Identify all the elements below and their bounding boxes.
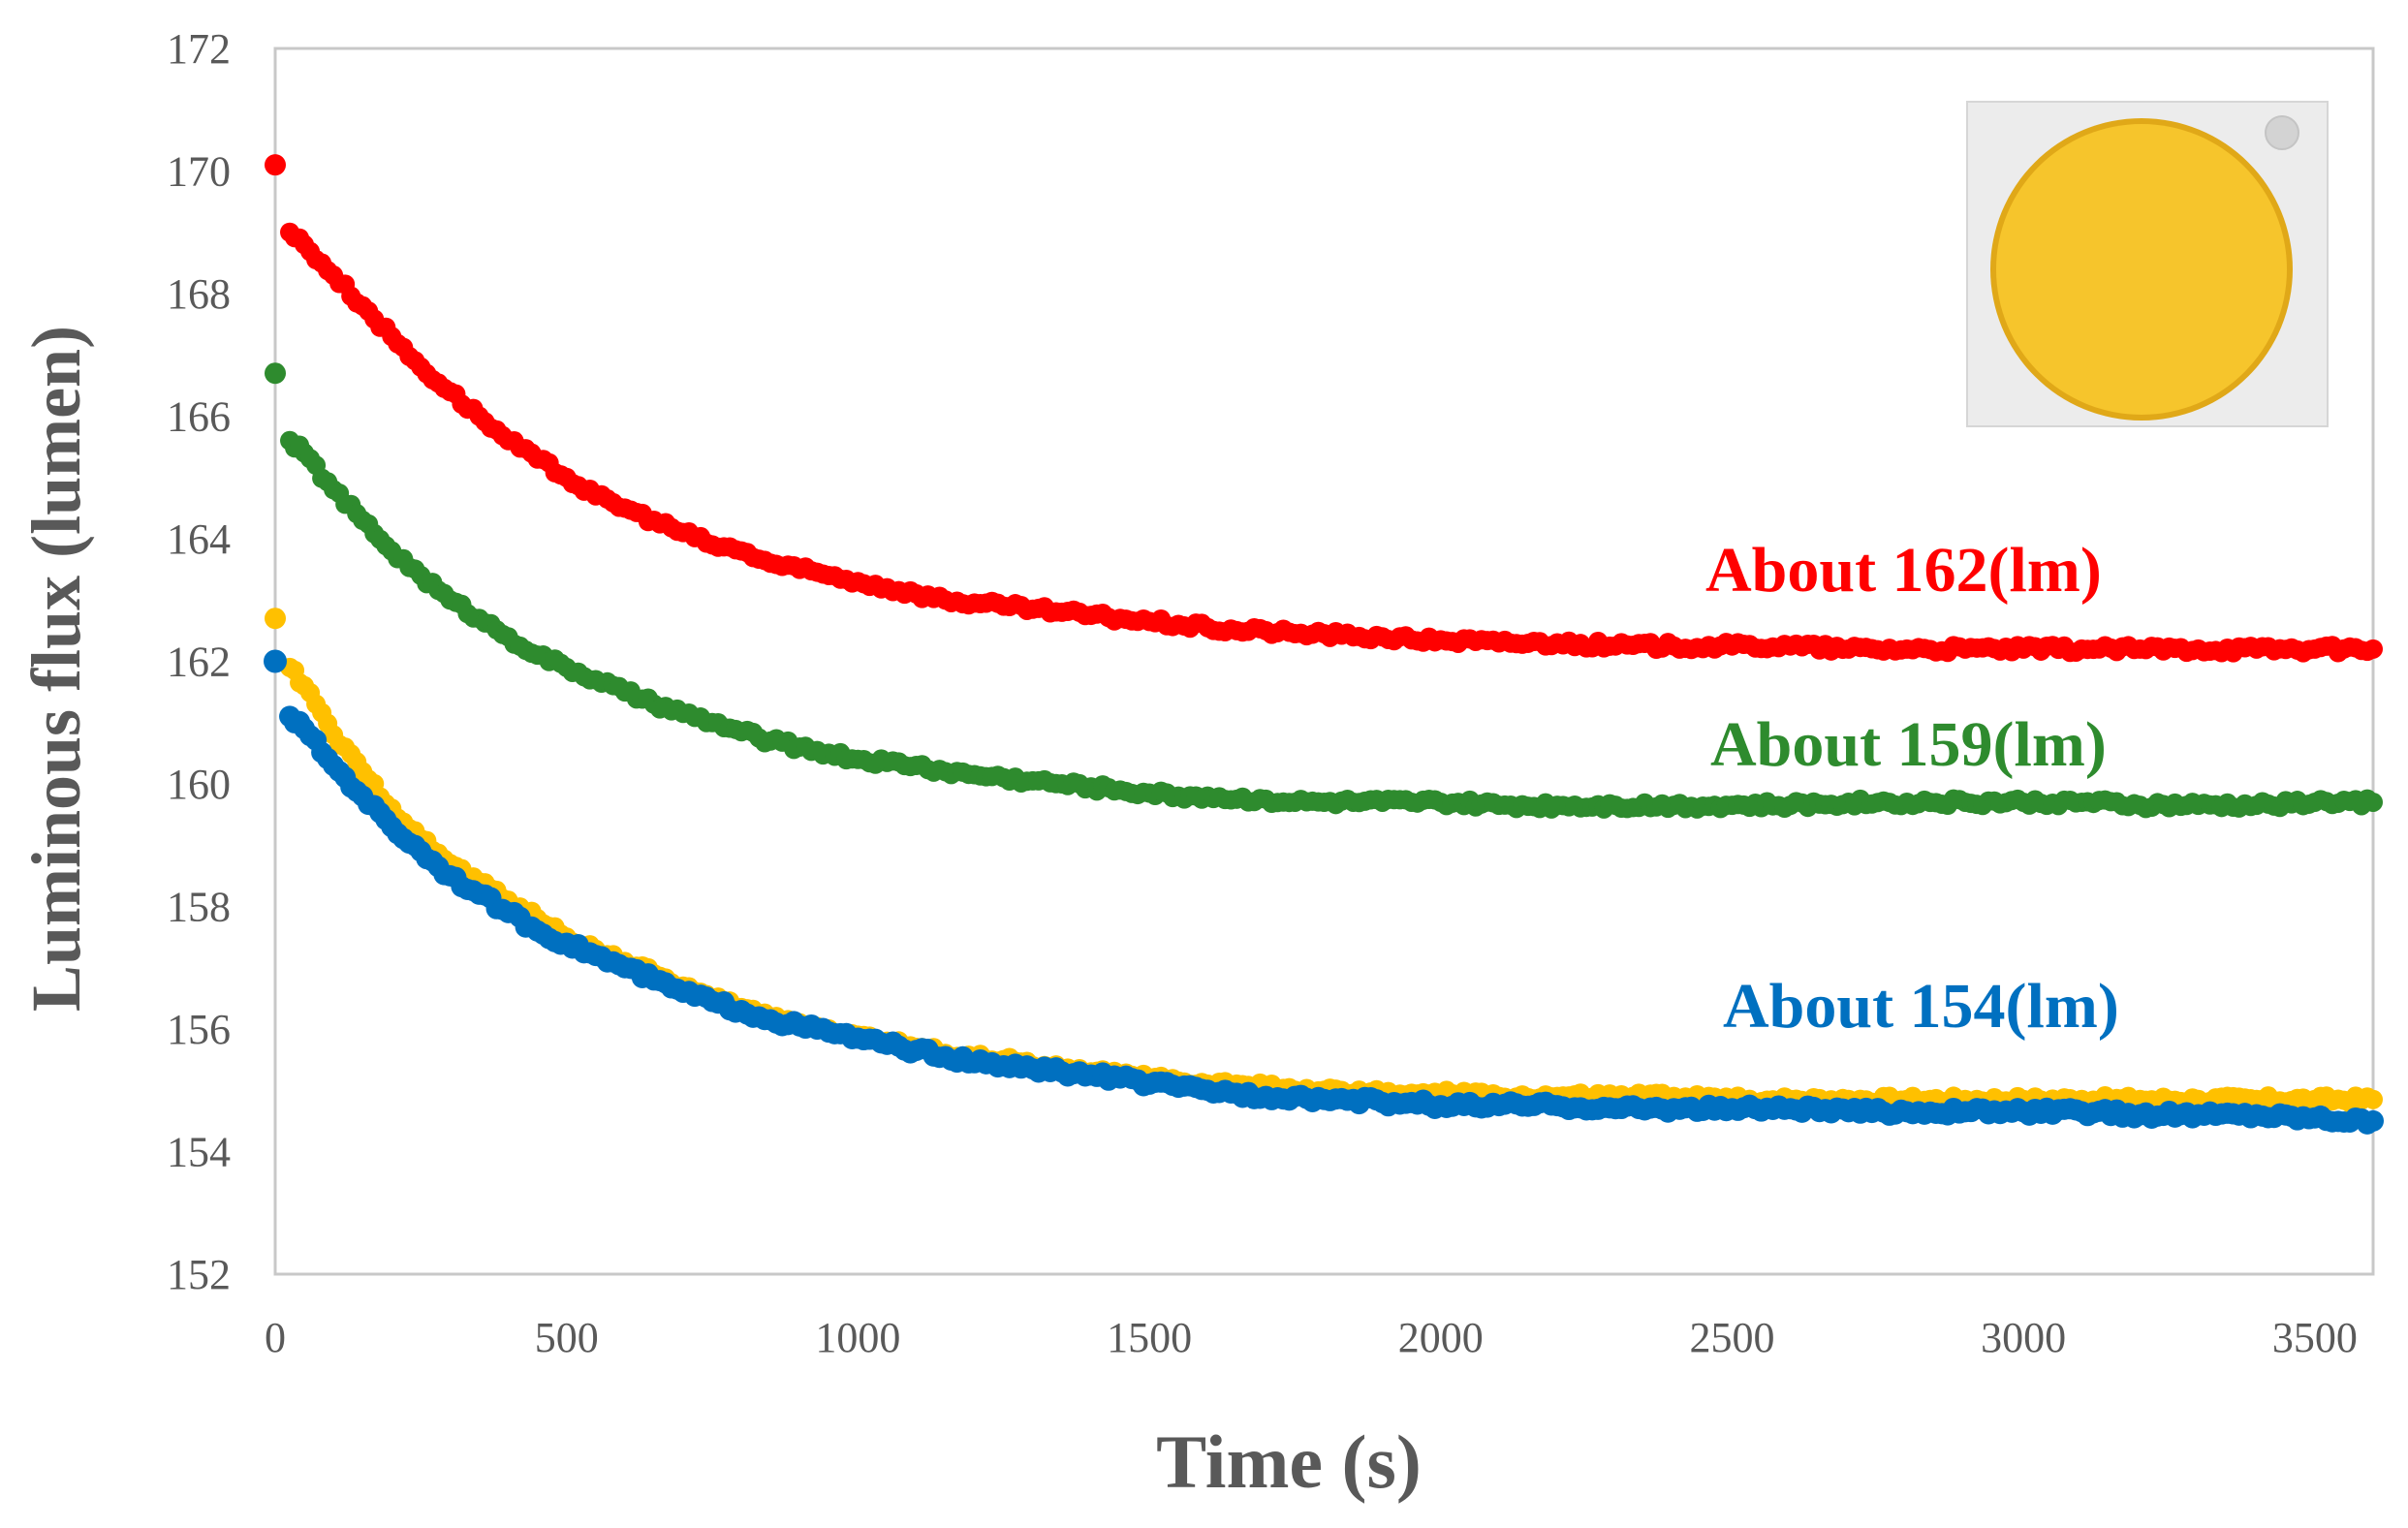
y-tick-label: 166 [167, 393, 231, 441]
data-point [290, 435, 310, 455]
data-point [2356, 1112, 2378, 1135]
data-point [463, 398, 484, 419]
data-series [264, 154, 2384, 1135]
series-blue [264, 649, 2384, 1135]
data-point [405, 559, 425, 579]
y-tick-label: 156 [167, 1006, 231, 1053]
x-tick-label: 500 [535, 1314, 599, 1361]
data-point [318, 261, 338, 281]
y-tick-label: 152 [167, 1251, 231, 1298]
data-point [265, 154, 286, 176]
data-point [2357, 1087, 2377, 1107]
y-tick-label: 162 [167, 639, 231, 686]
y-tick-label: 160 [167, 761, 231, 808]
data-point [376, 317, 396, 337]
annotation-blue: About 154(lm) [1723, 971, 2119, 1042]
y-axis-title: Luminous flux (lumen) [17, 326, 95, 1012]
x-tick-label: 3500 [2272, 1314, 2358, 1361]
x-tick-label: 2500 [1689, 1314, 1774, 1361]
led-photo-inset [1966, 101, 2329, 427]
data-point [375, 808, 397, 830]
led-photo-phosphor [1996, 124, 2287, 415]
data-point [2357, 789, 2377, 809]
data-point [318, 713, 338, 733]
data-point [290, 228, 310, 248]
series-red [265, 154, 2383, 663]
annotation-green: About 159(lm) [1710, 709, 2107, 780]
led-photo-mount-hole [2265, 115, 2299, 150]
data-point [405, 351, 425, 371]
x-tick-label: 0 [265, 1314, 286, 1361]
x-axis-ticks: 0 500 1000 1500 2000 2500 3000 3500 [265, 1314, 2358, 1361]
data-point [265, 608, 286, 630]
x-tick-label: 3000 [1981, 1314, 2066, 1361]
y-tick-label: 168 [167, 270, 231, 318]
y-tick-label: 158 [167, 884, 231, 931]
y-tick-label: 170 [167, 148, 231, 196]
data-point [264, 649, 287, 673]
y-axis-ticks: 152 154 156 158 160 162 164 166 168 170 172 [167, 25, 231, 1298]
annotation-red: About 162(lm) [1705, 535, 2102, 606]
series-green [265, 362, 2383, 819]
data-point [2357, 641, 2377, 662]
y-tick-label: 172 [167, 25, 231, 73]
y-tick-label: 164 [167, 515, 231, 563]
y-tick-label: 154 [167, 1129, 231, 1176]
x-tick-label: 1500 [1107, 1314, 1192, 1361]
x-axis-title: Time (s) [1156, 1419, 1422, 1504]
x-tick-label: 2000 [1398, 1314, 1484, 1361]
x-tick-label: 1000 [815, 1314, 900, 1361]
data-point [265, 362, 286, 385]
data-point [347, 752, 367, 772]
data-point [376, 536, 396, 556]
